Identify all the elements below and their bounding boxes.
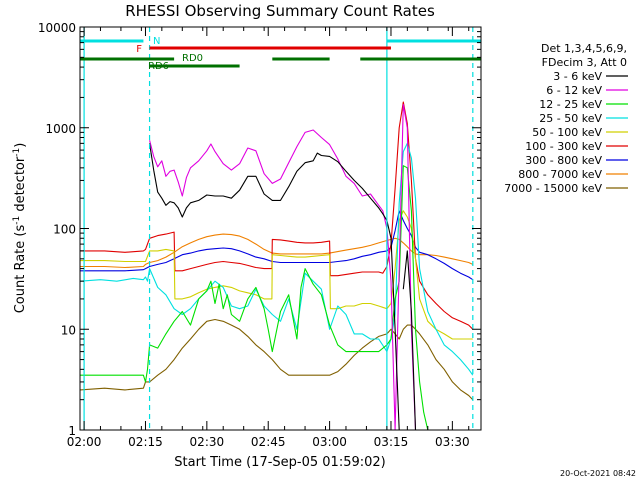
generation-timestamp: 20-Oct-2021 08:42 <box>560 469 636 478</box>
flag-label-flare: F <box>136 44 142 55</box>
y-tick-label-1: 10 <box>61 323 76 337</box>
plot-area: NF RD0 RD6 02:00 02:15 02:30 02:45 03:00 03:15 03… <box>38 21 482 449</box>
legend-label-9: 7000 - 15000 keV <box>504 182 602 195</box>
x-tick-label-5: 03:15 <box>374 435 409 449</box>
y-tick-label-4: 10000 <box>38 21 76 35</box>
legend: Det 1,3,4,5,6,9,FDecim 3, Att 03 - 6 keV… <box>504 42 628 195</box>
legend-label-4: 25 - 50 keV <box>539 112 602 125</box>
series-line-2 <box>149 103 417 430</box>
series-line-3 <box>80 165 429 430</box>
y-tick-label-3: 1000 <box>45 122 76 136</box>
legend-label-8: 800 - 7000 keV <box>518 168 602 181</box>
legend-label-5: 50 - 100 keV <box>532 126 602 139</box>
legend-header-0: Det 1,3,4,5,6,9, <box>541 42 627 55</box>
y-axis-label: Count Rate (s-1 detector-1) <box>12 143 28 314</box>
chart-title: RHESSI Observing Summary Count Rates <box>125 2 435 20</box>
flag-label-rd6: RD6 <box>148 61 169 72</box>
series-line-1 <box>149 143 417 430</box>
legend-label-1: 3 - 6 keV <box>553 70 602 83</box>
x-tick-label-2: 02:30 <box>190 435 225 449</box>
legend-label-7: 300 - 800 keV <box>525 154 602 167</box>
x-axis-label: Start Time (17-Sep-05 01:59:02) <box>174 455 385 470</box>
legend-label-3: 12 - 25 keV <box>539 98 602 111</box>
flag-label-night: N <box>153 36 160 47</box>
x-tick-label-3: 02:45 <box>251 435 286 449</box>
x-tick-label-4: 03:00 <box>312 435 347 449</box>
y-tick-label-0: 1 <box>68 424 76 438</box>
y-tick-label-2: 100 <box>53 223 76 237</box>
series-line-9 <box>80 318 474 401</box>
legend-header-1: FDecim 3, Att 0 <box>542 56 627 69</box>
x-tick-label-1: 02:15 <box>128 435 163 449</box>
x-tick-label-6: 03:30 <box>435 435 470 449</box>
plot-data-group <box>80 27 481 430</box>
series-line-4 <box>80 142 474 376</box>
legend-label-6: 100 - 300 keV <box>525 140 602 153</box>
legend-label-2: 6 - 12 keV <box>546 84 602 97</box>
x-tick-label-0: 02:00 <box>67 435 102 449</box>
flag-label-rd0: RD0 <box>182 53 203 64</box>
